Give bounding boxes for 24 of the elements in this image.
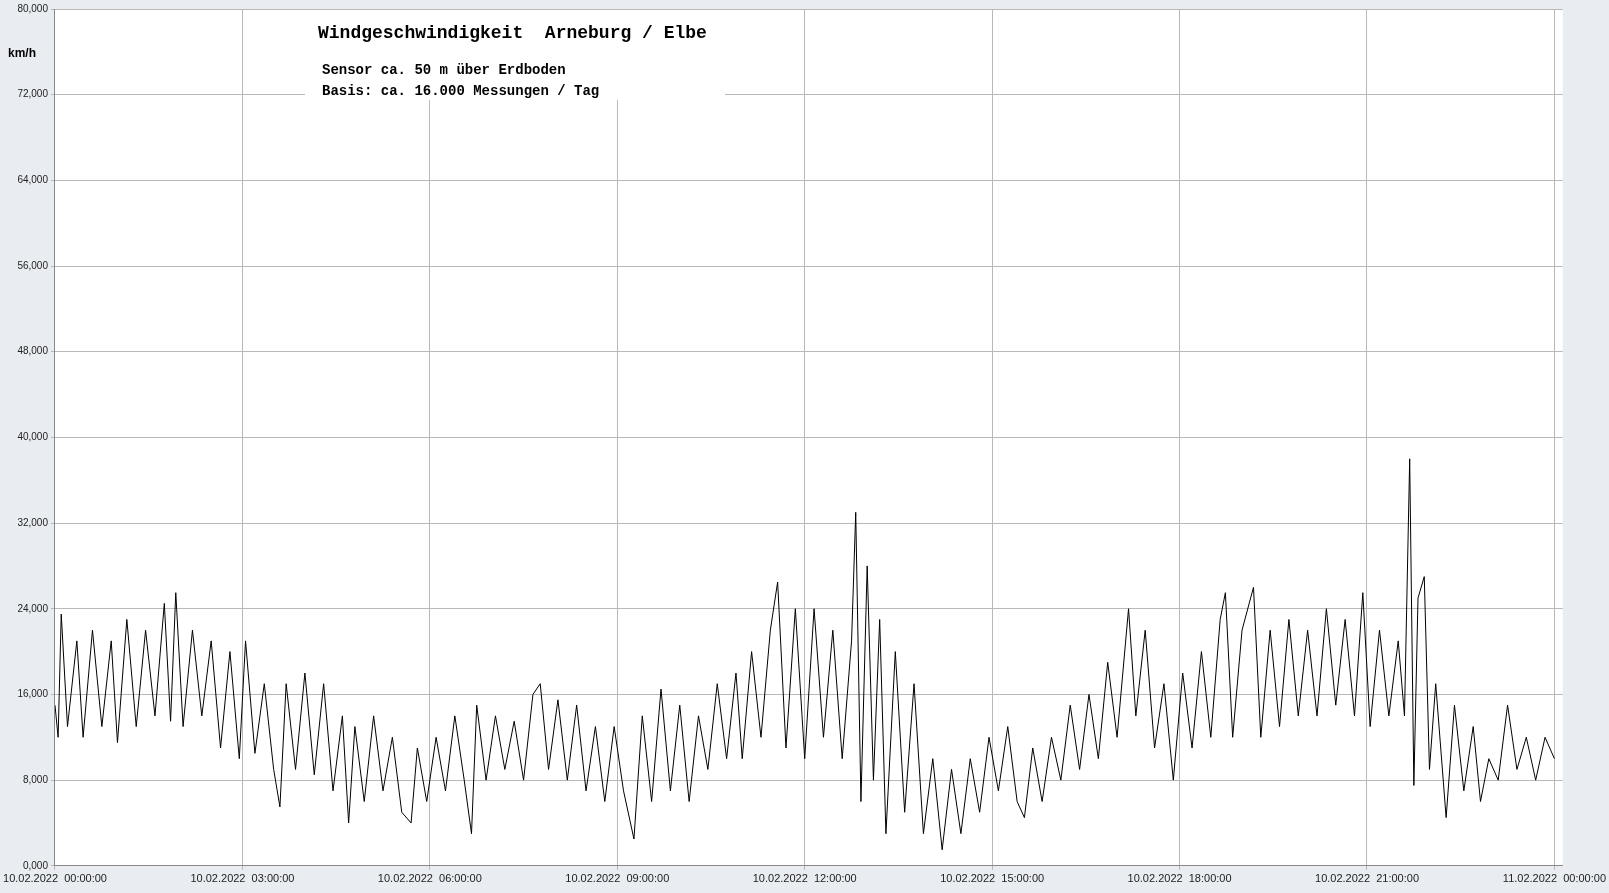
y-tick-label: 8,000	[22, 773, 49, 785]
y-tick-label: 16,000	[17, 688, 49, 700]
y-tick-label: 72,000	[17, 88, 49, 100]
x-tick-label: 10.02.2022 18:00:00	[1127, 872, 1232, 885]
y-tick-label: 80,000	[17, 2, 49, 14]
y-tick-label: 40,000	[17, 431, 49, 443]
x-tick-label: 10.02.2022 09:00:00	[565, 872, 670, 885]
y-tick-label: 56,000	[17, 259, 49, 271]
x-tick-label: 10.02.2022 00:00:00	[3, 872, 107, 885]
x-tick-label: 10.02.2022 15:00:00	[940, 872, 1045, 885]
y-tick-label: 48,000	[17, 345, 49, 357]
y-axis-title: km/h	[8, 46, 37, 61]
x-tick-label: 11.02.2022 00:00:00	[1502, 872, 1607, 885]
text: Windgeschwindigkeit Arneburg / Elbe	[317, 22, 707, 43]
x-tick-label: 10.02.2022 12:00:00	[752, 872, 857, 885]
annotation: Basis: ca. 16.000 Messungen / Tag	[321, 82, 600, 99]
x-tick-label: 10.02.2022 21:00:00	[1315, 872, 1419, 885]
x-tick-label: 10.02.2022 06:00:00	[377, 872, 482, 885]
annotation: Sensor ca. 50 m über Erdboden	[321, 61, 566, 78]
y-tick-label: 24,000	[17, 602, 49, 614]
y-tick-label: 32,000	[17, 516, 49, 528]
y-tick-label: 0,000	[22, 859, 49, 871]
y-tick-label: 64,000	[17, 174, 49, 186]
x-tick-label: 10.02.2022 03:00:00	[190, 872, 295, 885]
